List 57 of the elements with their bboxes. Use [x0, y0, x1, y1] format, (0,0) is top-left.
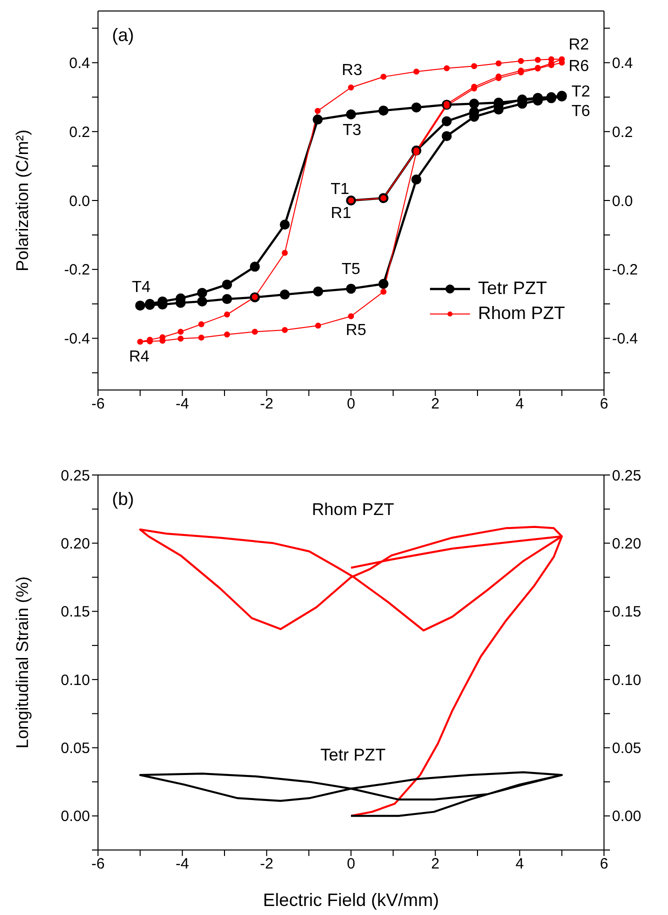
y-tick-label: -0.4: [64, 330, 90, 348]
y-tick-label: 0.25: [60, 467, 90, 484]
annotation: (a): [112, 25, 134, 45]
y-tick-label: 0.0: [69, 192, 90, 210]
y2-tick-label: -0.2: [612, 262, 638, 279]
y-tick-label: 0.20: [60, 536, 90, 553]
y-tick-label: 0.00: [60, 808, 90, 826]
annotation: R4: [128, 348, 150, 366]
y2-tick-label: -0.4: [612, 330, 638, 348]
legend-label: Tetr PZT: [478, 278, 548, 299]
y2-tick-label: 0.00: [612, 808, 642, 826]
x-axis-title: Electric Field (kV/mm): [262, 890, 440, 910]
annotation: T5: [342, 261, 360, 278]
x-tick-label: 6: [600, 856, 608, 873]
y2-tick-label: 0.20: [612, 536, 642, 553]
x-tick-label: 4: [515, 856, 524, 873]
x-tick-label: 4: [515, 396, 524, 413]
y-tick-label: 0.2: [69, 124, 90, 141]
x-tick-label: -2: [260, 856, 274, 873]
y2-tick-label: 0.25: [612, 467, 642, 484]
annotation: R5: [346, 322, 366, 339]
y-tick-label: 0.05: [60, 740, 90, 758]
y-tick-label: 0.10: [60, 672, 90, 689]
annotation: T6: [571, 102, 590, 120]
annotation: T3: [342, 122, 362, 139]
y2-tick-label: 0.10: [612, 672, 642, 689]
y2-tick-label: 0.05: [612, 740, 642, 758]
annotation: T2: [571, 83, 590, 100]
y2-tick-label: 0.4: [612, 55, 633, 72]
x-tick-label: 0: [346, 396, 356, 413]
x-tick-label: -4: [176, 396, 190, 413]
annotation: R2: [568, 36, 590, 54]
x-tick-label: -6: [91, 396, 105, 413]
annotation: T1: [330, 181, 350, 198]
legend-label: Rhom PZT: [478, 303, 566, 324]
annotation: T4: [132, 279, 151, 296]
y-tick-label: 0.4: [69, 55, 90, 72]
x-tick-label: 6: [600, 396, 608, 413]
y2-tick-label: 0.0: [612, 192, 633, 210]
x-tick-label: 2: [431, 396, 440, 413]
annotation: R3: [342, 62, 362, 79]
x-tick-label: 0: [346, 856, 356, 873]
y2-tick-label: 0.2: [612, 124, 633, 141]
x-tick-label: -6: [91, 856, 105, 873]
y-tick-label: 0.15: [60, 604, 90, 621]
x-tick-label: -2: [260, 396, 274, 413]
y-tick-label: -0.2: [64, 262, 90, 279]
x-tick-label: 2: [431, 856, 440, 873]
y-axis-title: Polarization (C/m²): [13, 130, 32, 272]
annotation: R6: [568, 58, 590, 76]
annotation: (b): [112, 489, 134, 509]
annotation: R1: [330, 205, 352, 222]
series-label: Rhom PZT: [312, 500, 394, 519]
y-axis-title: Longitudinal Strain (%): [13, 576, 32, 748]
series-label: Tetr PZT: [320, 745, 386, 764]
y2-tick-label: 0.15: [612, 604, 642, 621]
x-tick-label: -4: [176, 856, 190, 873]
